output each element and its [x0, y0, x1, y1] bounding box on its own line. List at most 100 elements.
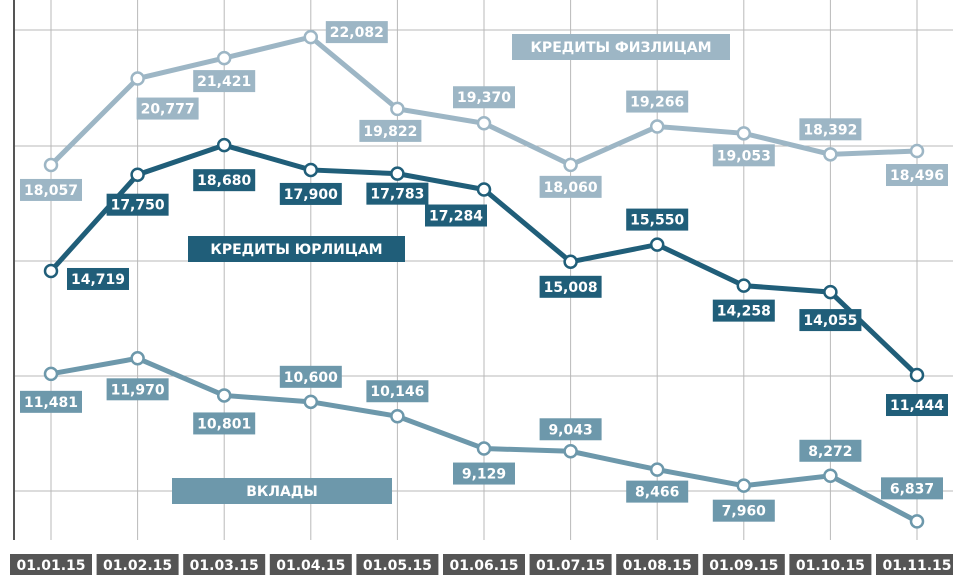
point [476, 441, 492, 456]
value-label-box [453, 462, 515, 485]
value-label-box [626, 208, 689, 231]
x-tick-label: 01.08.15 [623, 558, 692, 574]
point [390, 166, 405, 181]
x-tick-box [96, 554, 179, 575]
point [823, 468, 838, 484]
value-label-box [799, 439, 862, 462]
value-label: 14,719 [71, 272, 125, 288]
x-tick-label: 01.06.15 [449, 558, 518, 574]
point [390, 101, 405, 117]
value-label-box [106, 378, 169, 401]
value-label-box [453, 86, 515, 109]
legend-box [512, 34, 730, 60]
value-label-box [366, 182, 429, 205]
x-tick-label: 01.11.15 [882, 558, 951, 574]
x-tick-box [356, 554, 439, 575]
point [130, 351, 145, 366]
x-tick-label: 01.01.15 [16, 558, 85, 574]
value-label-box [106, 193, 169, 216]
legend-box [188, 236, 405, 262]
value-label: 7,960 [722, 504, 767, 520]
value-label-box [712, 299, 775, 322]
value-label: 15,008 [544, 280, 598, 296]
value-label-box [425, 204, 487, 227]
point [649, 119, 665, 134]
value-label: 18,496 [890, 168, 944, 184]
value-label-box [539, 275, 602, 298]
value-label-box [881, 477, 943, 500]
x-tick-box [616, 554, 699, 575]
point [736, 126, 752, 141]
value-label: 18,060 [544, 180, 598, 196]
value-label: 19,053 [717, 148, 771, 164]
value-label-box [886, 394, 948, 417]
value-label: 11,444 [890, 398, 944, 414]
point [303, 162, 319, 178]
value-label: 19,370 [457, 90, 511, 106]
value-label-box [193, 70, 256, 93]
value-label-box [539, 418, 602, 441]
x-tick-label: 01.07.15 [536, 558, 605, 574]
value-label-box [20, 390, 82, 413]
point [736, 278, 752, 293]
point [563, 157, 578, 173]
legend-label: КРЕДИТЫ ФИЗЛИЦАМ [530, 40, 711, 56]
point [216, 50, 232, 66]
x-tick-label: 01.10.15 [796, 558, 865, 574]
point [736, 478, 752, 493]
point [43, 157, 59, 173]
point [43, 366, 59, 382]
value-label-box [20, 178, 82, 201]
value-label: 14,258 [717, 304, 771, 320]
value-label: 17,783 [370, 187, 424, 203]
value-label-box [799, 309, 862, 332]
x-tick-box [876, 554, 953, 575]
value-label: 18,680 [197, 173, 251, 189]
value-label: 17,750 [111, 198, 165, 214]
value-label-box [279, 365, 342, 388]
value-label-box [626, 480, 689, 503]
value-label-box [67, 267, 129, 290]
point [303, 29, 319, 45]
x-tick-box [183, 554, 266, 575]
value-label-box [359, 119, 422, 142]
value-label-box [799, 118, 862, 141]
value-label: 10,146 [370, 384, 424, 400]
plot: 01.01.15 01.02.15 01.03.15 01.04.15 01.05.15… [10, 0, 953, 575]
value-label-box [366, 380, 429, 403]
point [563, 444, 578, 459]
point [649, 237, 665, 252]
point [130, 71, 145, 86]
x-tick-label: 01.05.15 [363, 558, 432, 574]
value-label-box [279, 182, 342, 205]
x-tick-box [529, 554, 612, 575]
x-tick-box [789, 554, 872, 575]
point [909, 514, 925, 529]
value-label: 9,129 [462, 467, 506, 483]
value-label: 19,266 [630, 95, 684, 111]
point [909, 367, 925, 383]
point [476, 115, 492, 131]
point [216, 388, 232, 403]
value-label: 8,466 [635, 485, 679, 501]
value-label: 20,777 [141, 102, 195, 118]
point [130, 167, 145, 182]
point [649, 462, 665, 477]
value-label-box [193, 412, 256, 435]
value-label: 18,057 [24, 183, 78, 199]
point [303, 394, 319, 410]
x-tick-box [269, 554, 352, 575]
value-label: 17,900 [284, 187, 338, 203]
x-tick-box [443, 554, 525, 575]
value-label: 6,837 [890, 481, 934, 497]
value-label-box [136, 97, 199, 120]
point [823, 284, 838, 300]
value-label: 18,392 [803, 122, 857, 138]
point [476, 182, 492, 197]
value-label: 10,600 [284, 370, 338, 386]
x-tick-label: 01.09.15 [709, 558, 778, 574]
x-tick-box [10, 554, 92, 575]
legend-label: КРЕДИТЫ ЮРЛИЦАМ [210, 242, 382, 258]
x-tick-label: 01.04.15 [276, 558, 345, 574]
